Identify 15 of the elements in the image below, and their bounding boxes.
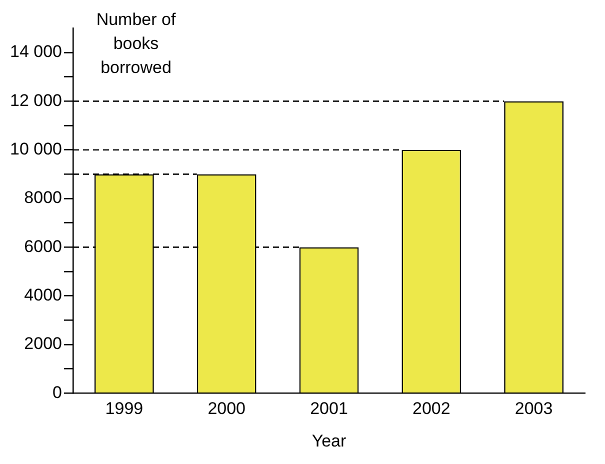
x-tick-label: 2001 bbox=[310, 399, 348, 418]
x-tick-label: 2002 bbox=[412, 399, 450, 418]
y-tick-label: 0 bbox=[52, 382, 62, 402]
y-tick-label: 2000 bbox=[24, 334, 62, 354]
y-tick-label: 12 000 bbox=[10, 90, 62, 110]
x-axis-title: Year bbox=[312, 431, 347, 450]
y-tick-label: 10 000 bbox=[10, 140, 62, 159]
x-tick-label: 1999 bbox=[105, 399, 144, 418]
x-tick-label: 2000 bbox=[208, 399, 246, 418]
y-axis-title: Number of books borrowed bbox=[96, 8, 176, 80]
y-tick-label: 4000 bbox=[24, 286, 62, 305]
y-tick-label: 8000 bbox=[24, 188, 62, 208]
y-tick-label: 6000 bbox=[24, 236, 62, 256]
x-tick-label: 2003 bbox=[514, 399, 553, 418]
y-tick-label: 14 000 bbox=[10, 42, 62, 62]
